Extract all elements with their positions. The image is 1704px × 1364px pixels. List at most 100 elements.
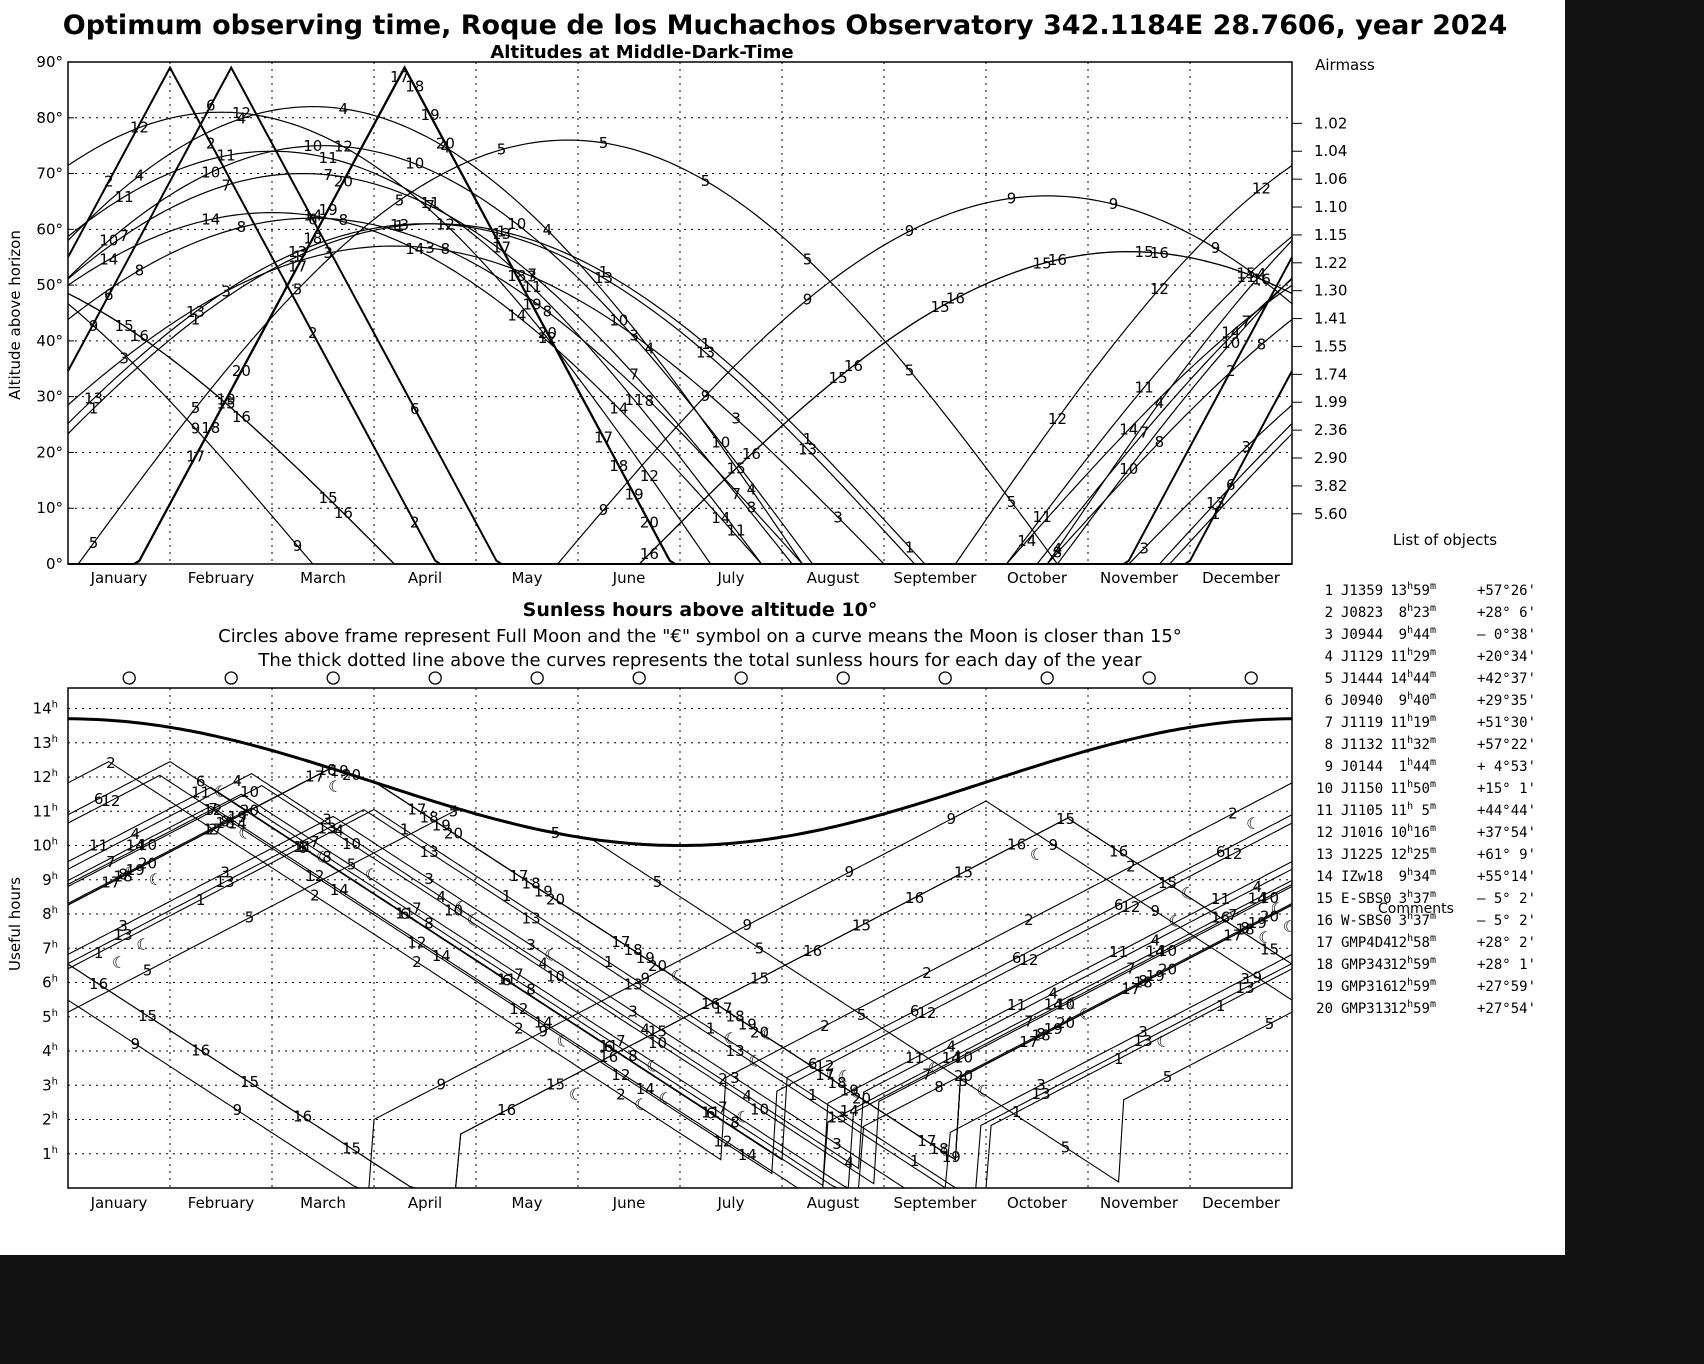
bottom-curve-6 [67, 760, 1293, 1161]
moon-crescent-icon: ☾ [1169, 911, 1183, 930]
total-sunless-hours-line [68, 717, 1292, 847]
bottom-series-label: 3 [1138, 1023, 1148, 1041]
full-moon-circle-icon [1244, 671, 1258, 685]
bottom-series-label: 20 [138, 855, 157, 873]
bottom-curve-14 [67, 805, 1293, 1189]
bottom-series-label: 18 [318, 761, 337, 779]
bottom-series-label: 6 [400, 905, 410, 923]
top-series-label: 10 [1221, 334, 1240, 352]
top-month-label: May [511, 569, 542, 587]
bottom-series-label: 9 [437, 1075, 447, 1093]
object-name: J0823 [1341, 605, 1383, 621]
bottom-series-label: 3 [322, 811, 332, 829]
bottom-series-label: 13 [420, 843, 439, 861]
moon-crescent-icon: ☾ [214, 782, 228, 801]
top-series-label: 1 [1211, 505, 1221, 523]
bottom-series-label: 12 [1121, 898, 1140, 916]
bottom-month-label: September [894, 1194, 978, 1212]
bottom-series-label: 17 [101, 874, 120, 892]
top-month-label: June [612, 569, 646, 587]
top-series-label: 13 [696, 343, 715, 361]
object-ra: 9h34m [1399, 867, 1436, 885]
bottom-series-label: 14 [432, 947, 451, 965]
bottom-series-label: 10 [138, 836, 157, 854]
bottom-month-label: May [511, 1194, 542, 1212]
bottom-series-label: 4 [539, 954, 549, 972]
top-series-label: 15 [217, 394, 236, 412]
bottom-y-tick-label: 7h [42, 939, 58, 957]
object-name: J1359 [1341, 583, 1383, 599]
moon-crescent-icon: ☾ [724, 1029, 738, 1048]
top-series-label: 14 [609, 400, 628, 418]
bottom-series-label: 14 [738, 1146, 757, 1164]
bottom-month-label: October [1007, 1194, 1068, 1212]
bottom-series-label: 17 [713, 999, 732, 1017]
moon-crescent-icon: ☾ [124, 862, 138, 881]
bottom-series-label: 1 [196, 891, 206, 909]
bottom-series-label: 2 [1228, 805, 1238, 823]
top-series-label: 17 [186, 447, 205, 465]
bottom-series-label: 4 [1151, 931, 1161, 949]
object-name: GMP4D4 [1341, 935, 1392, 951]
moon-crescent-icon: ☾ [928, 1058, 942, 1077]
full-moon-circle-icon [1040, 671, 1054, 685]
bottom-series-label: 6 [604, 1038, 614, 1056]
top-series-label: 3 [425, 239, 435, 257]
top-series-label: 11 [115, 188, 134, 206]
top-series-label: 3 [323, 244, 333, 262]
bottom-month-label: December [1202, 1194, 1281, 1212]
top-series-label: 20 [538, 324, 557, 342]
top-series-label: 8 [135, 261, 145, 279]
top-series-label: 19 [523, 296, 542, 314]
bottom-month-label: June [612, 1194, 646, 1212]
bottom-series-label: 19 [126, 861, 145, 879]
top-plot-frame [67, 61, 1293, 565]
top-series-label: 2 [206, 134, 216, 152]
object-name: J0144 [1341, 759, 1383, 775]
top-series-label: 5 [395, 191, 405, 209]
bottom-series-label: 15 [648, 1023, 667, 1041]
moon-crescent-icon: ☾ [136, 935, 150, 954]
bottom-y-tick-label: 11h [33, 802, 58, 820]
bottom-series-label: 3 [730, 1069, 740, 1087]
top-y-tick-label: 30° [36, 388, 63, 406]
bottom-month-label: July [717, 1194, 745, 1212]
bottom-series-label: 5 [347, 856, 357, 874]
full-moon-circle-icon [632, 671, 646, 685]
bottom-series-label: 19 [738, 1015, 757, 1033]
bottom-series-label: 7 [1126, 959, 1136, 977]
bottom-series-label: 12 [815, 1057, 834, 1075]
top-series-label: 12 [130, 119, 149, 137]
top-series-label: 10 [507, 215, 526, 233]
bottom-series-label: 17 [407, 800, 426, 818]
object-ra: 11h32m [1390, 735, 1436, 753]
bottom-series-labels: 1☾111111☾11111222222☾222222☾33333☾33333☾… [89, 754, 1297, 1171]
bottom-series-label: 13 [522, 909, 541, 927]
top-series-label: 11 [1135, 379, 1154, 397]
object-ra: 11h19m [1390, 713, 1436, 731]
bottom-series-label: 4 [131, 825, 141, 843]
top-series-label: 2 [1226, 362, 1236, 380]
top-series-label: 13 [1206, 494, 1225, 512]
airmass-tick-label: 1.30 [1314, 282, 1347, 300]
bottom-series-label: 15 [240, 1073, 259, 1091]
bottom-series-label: 1 [1216, 997, 1226, 1015]
object-ra: 11h50m [1390, 779, 1436, 797]
bottom-series-label: 12 [713, 1133, 732, 1151]
bottom-series-label: 19 [1248, 914, 1267, 932]
bottom-series-label: 8 [1240, 919, 1250, 937]
object-number: 4 [1325, 649, 1333, 665]
bottom-series-label: 15 [138, 1007, 157, 1025]
bottom-series-label: 8 [424, 914, 434, 932]
bottom-series-label: 5 [857, 1006, 867, 1024]
bottom-month-label: November [1100, 1194, 1179, 1212]
bottom-series-label: 2 [514, 1019, 524, 1037]
top-series-label: 7 [221, 176, 231, 194]
object-dec: +27°54' [1477, 1001, 1536, 1017]
top-series-label: 4 [441, 138, 451, 156]
object-list-title: List of objects [1393, 531, 1497, 549]
top-curve-13 [67, 223, 1293, 565]
top-series-label: 1 [599, 263, 609, 281]
